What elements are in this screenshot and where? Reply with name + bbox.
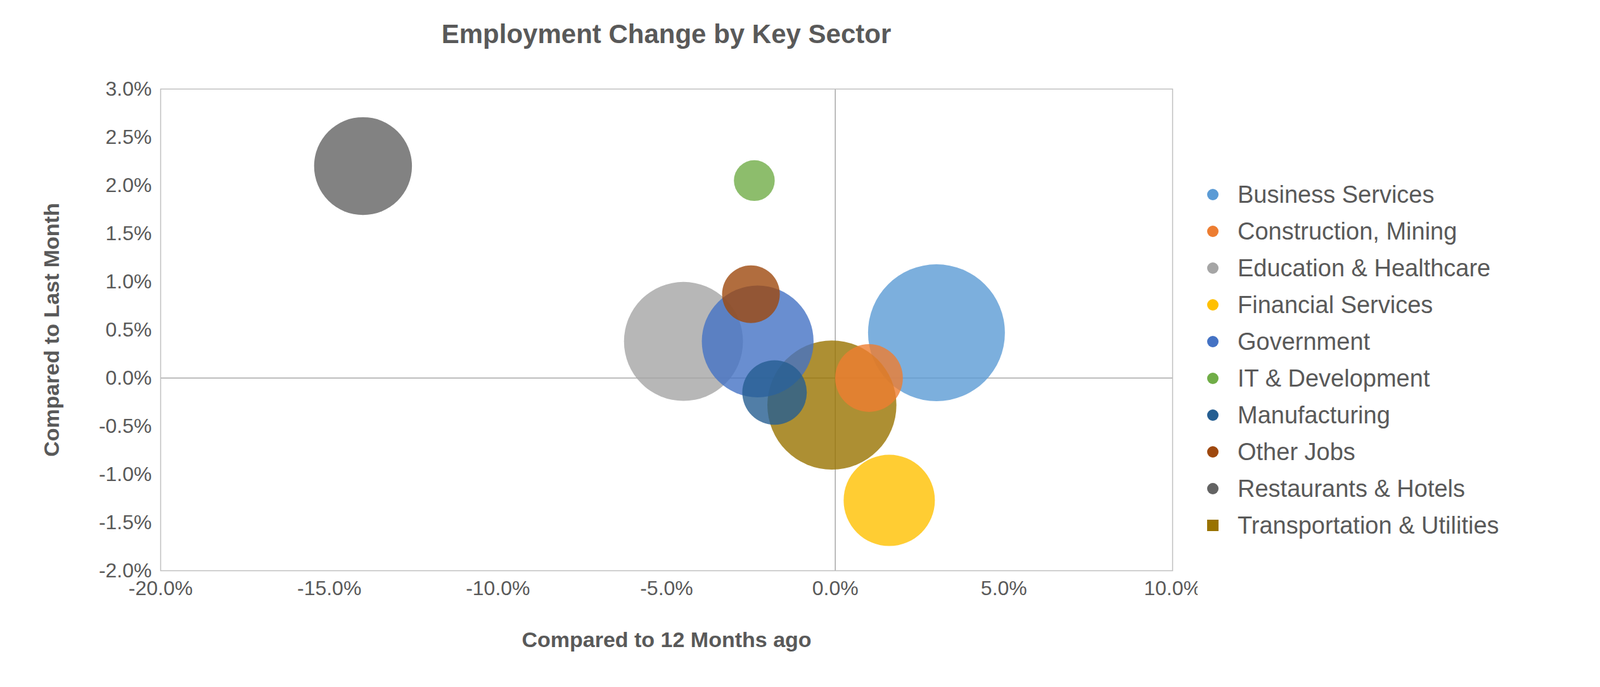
svg-text:0.0%: 0.0% <box>812 576 859 600</box>
svg-text:-10.0%: -10.0% <box>465 576 530 600</box>
svg-text:-1.0%: -1.0% <box>98 462 153 486</box>
svg-text:5.0%: 5.0% <box>980 576 1028 600</box>
svg-text:Compared to Last Month: Compared to Last Month <box>39 202 64 457</box>
html-text:Financial Services: Financial Services <box>1237 291 1433 318</box>
html-text:Manufacturing: Manufacturing <box>1237 401 1391 429</box>
html-text:Employment Change by Key Secto: Employment Change by Key Sector <box>441 19 892 49</box>
svg-text:1.5%: 1.5% <box>105 221 153 245</box>
svg-text:-20.0%: -20.0% <box>128 576 193 600</box>
svg-text:10.0%: 10.0% <box>1143 576 1198 600</box>
html-text:Restaurants & Hotels: Restaurants & Hotels <box>1237 474 1466 502</box>
svg-text:0.0%: 0.0% <box>105 366 153 390</box>
html-text:Business Services: Business Services <box>1237 180 1435 208</box>
svg-text:0.5%: 0.5% <box>105 318 153 341</box>
svg-text:2.0%: 2.0% <box>105 173 153 197</box>
html-text:IT & Development: IT & Development <box>1237 364 1430 392</box>
svg-text:Compared to 12 Months ago: Compared to 12 Months ago <box>521 627 812 652</box>
svg-text:3.0%: 3.0% <box>105 77 153 101</box>
svg-text:-1.5%: -1.5% <box>98 510 153 534</box>
svg-text:2.5%: 2.5% <box>105 125 153 149</box>
html-text:Government: Government <box>1237 327 1371 355</box>
html-text:Construction, Mining: Construction, Mining <box>1237 217 1458 245</box>
svg-text:-2.0%: -2.0% <box>98 558 153 582</box>
svg-text:-15.0%: -15.0% <box>297 576 362 600</box>
html-text:Transportation & Utilities: Transportation & Utilities <box>1237 511 1499 539</box>
html-text:Education & Healthcare: Education & Healthcare <box>1237 254 1491 282</box>
svg-text:-5.0%: -5.0% <box>640 576 694 600</box>
svg-text:1.0%: 1.0% <box>105 269 153 293</box>
html-text:Other Jobs: Other Jobs <box>1237 438 1356 465</box>
svg-text:-0.5%: -0.5% <box>98 414 153 438</box>
